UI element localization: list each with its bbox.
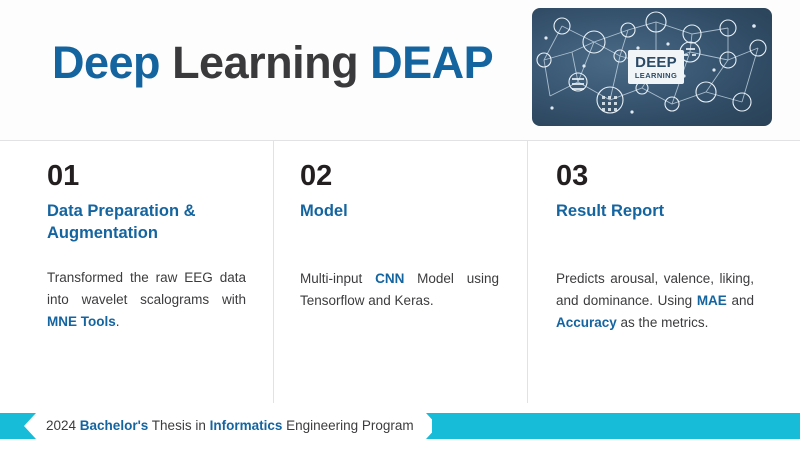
footer-text-part1: 2024 — [46, 418, 80, 433]
chevron-right-icon-left — [24, 413, 38, 439]
step-title-2: Model — [300, 202, 348, 221]
step-column-2: 02 Model Multi-input CNN Model using Ten… — [274, 141, 527, 403]
vertical-divider-1 — [273, 141, 274, 403]
step-body-3-highlight: MAE — [696, 293, 727, 309]
footer-text-highlight2: Informatics — [209, 418, 283, 433]
page-title-part-learning: Learning — [172, 37, 359, 88]
slide-header: Deep Learning DEAP — [0, 0, 800, 140]
step-body-2-highlight: CNN — [375, 271, 405, 287]
footer-text-part3: Engineering Program — [282, 418, 414, 433]
step-body-1: Transformed the raw EEG data into wavele… — [47, 267, 246, 333]
hero-label-line2: LEARNING — [634, 70, 678, 80]
footer-text-highlight1: Bachelor's — [79, 418, 149, 433]
network-graph-icon — [536, 11, 767, 114]
step-number-2: 02 — [300, 160, 333, 192]
hero-label-line1: DEEP — [635, 53, 677, 71]
deep-learning-network-image: DEEP LEARNING — [532, 8, 772, 126]
step-column-1: 01 Data Preparation & Augmentation Trans… — [0, 141, 273, 403]
step-body-1-pre: Transformed the raw EEG data into wavele… — [47, 269, 246, 307]
hero-image-label: DEEP LEARNING — [628, 50, 684, 84]
slide-footer: 2024 Bachelor's Thesis in Informatics En… — [0, 413, 800, 439]
footer-text: 2024 Bachelor's Thesis in Informatics En… — [46, 413, 414, 439]
vertical-divider-2 — [527, 141, 528, 403]
step-body-1-post: . — [115, 313, 120, 329]
step-body-3-mid: and — [726, 293, 754, 309]
step-body-3-pre: Predicts arousal, valence, liking, and d… — [556, 271, 754, 309]
step-number-1: 01 — [47, 160, 80, 192]
page-title-part-deap: DEAP — [370, 37, 494, 88]
step-column-3: 03 Result Report Predicts arousal, valen… — [528, 141, 800, 403]
step-body-2-pre: Multi-input — [300, 271, 376, 287]
step-number-3: 03 — [556, 160, 589, 192]
step-title-1: Data Preparation & Augmentation — [47, 202, 196, 243]
step-title-3: Result Report — [556, 202, 665, 221]
step-body-3-post: as the metrics. — [616, 314, 709, 330]
horizontal-divider — [0, 140, 800, 141]
step-body-1-highlight: MNE Tools — [47, 313, 116, 329]
footer-text-part2: Thesis in — [148, 418, 210, 433]
step-body-2: Multi-input CNN Model using Tensorflow a… — [300, 268, 499, 312]
page-title: Deep Learning DEAP — [52, 37, 494, 88]
page-title-part-deep: Deep — [52, 37, 161, 88]
step-body-2-post: Model using Tensorflow and Keras. — [300, 271, 500, 309]
step-body-3: Predicts arousal, valence, liking, and d… — [556, 268, 754, 334]
footer-band-right — [432, 413, 800, 439]
step-body-3-highlight2: Accuracy — [556, 314, 617, 330]
